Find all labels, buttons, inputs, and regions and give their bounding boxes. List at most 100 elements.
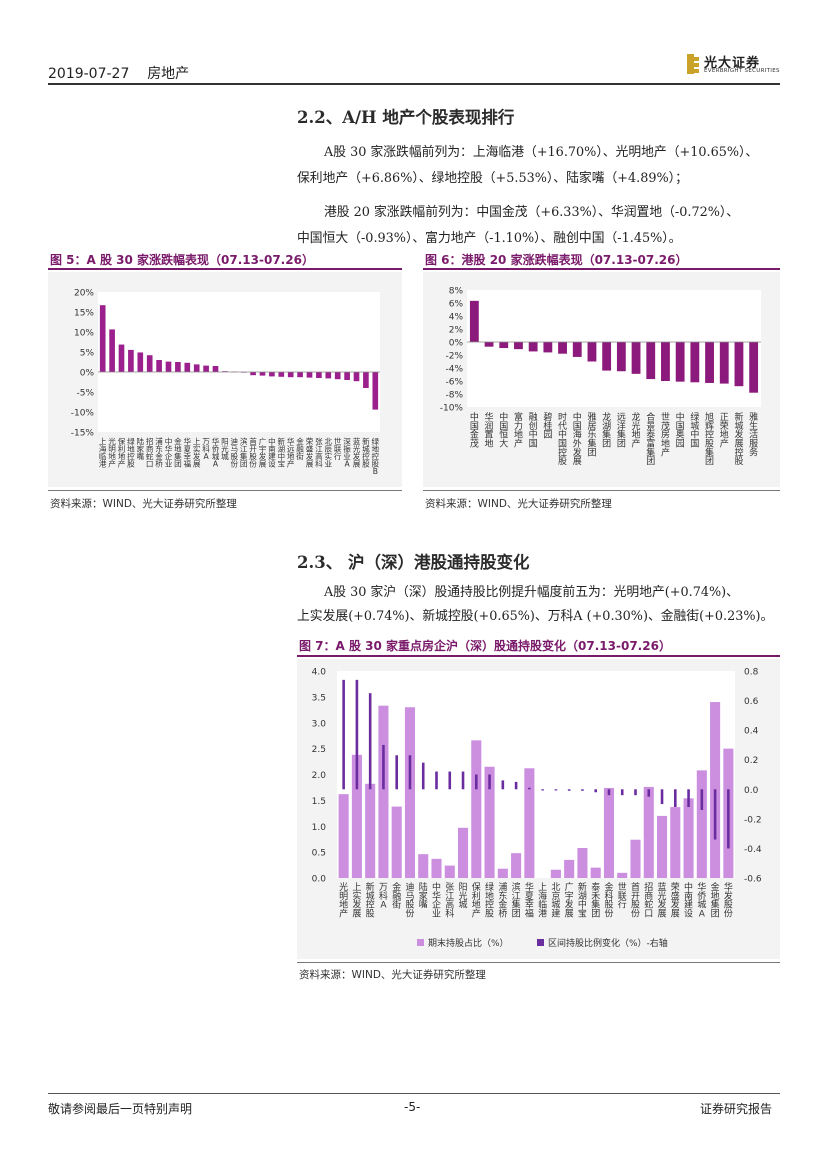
fig7-category-label: 招商蛇口 bbox=[644, 881, 653, 919]
figure-5-bottom-rule bbox=[48, 490, 402, 491]
figure-7-source: 资料来源：WIND、光大证券研究所整理 bbox=[299, 969, 486, 981]
figure-6-title-rule bbox=[423, 268, 780, 270]
section-title-2-2: 2.2、A/H 地产个股表现排行 bbox=[297, 108, 515, 127]
fig5-y-tick-label: 10% bbox=[74, 329, 94, 339]
fig6-bar bbox=[749, 342, 759, 393]
fig6-y-tick-label: 8% bbox=[449, 287, 464, 297]
fig6-y-tick-label: 0% bbox=[449, 339, 464, 349]
fig5-bar bbox=[287, 372, 294, 378]
fig7-category-label: 阳光城 bbox=[459, 882, 468, 911]
fig6-y-tick-label: -2% bbox=[445, 352, 463, 362]
fig7-bar-holding bbox=[656, 815, 668, 878]
fig5-category-label: 上海临港 bbox=[99, 437, 107, 468]
fig6-category-label: 中国金茂 bbox=[470, 411, 479, 449]
fig7-bar-change bbox=[421, 762, 425, 790]
fig7-category-label: 滨江集团 bbox=[512, 881, 521, 919]
fig5-category-label: 深振业 A bbox=[343, 437, 351, 468]
fig5-category-label: 阳光城 bbox=[221, 437, 229, 461]
fig7-category-label: 张江高科 bbox=[445, 882, 454, 919]
fig7-bar-change bbox=[567, 789, 571, 791]
figure-6-chart: 8% 6% 4% 2% 0% -2% -4% -6% -8% -10% 中国金茂华润置地中国恒大富力… bbox=[440, 287, 761, 467]
fig5-y-tick-label: -10% bbox=[71, 409, 95, 419]
fig6-y-tick-label: 6% bbox=[449, 300, 464, 310]
paragraph-a-share-line2: 保利地产（+6.86%）、绿地控股（+5.53%）、陆家嘴（+4.89%）； bbox=[297, 171, 688, 186]
fig6-bar bbox=[705, 342, 714, 383]
fig6-category-label: 富力地产 bbox=[514, 411, 523, 449]
fig5-category-label: 保利地产 bbox=[118, 437, 126, 468]
fig7-category-label: 保利地产 bbox=[472, 881, 481, 919]
fig7-bar-holding bbox=[497, 868, 508, 878]
fig7-legend-label-change: 区间持股比例变化（%）-右轴 bbox=[548, 937, 668, 949]
fig5-bar bbox=[325, 372, 332, 379]
header-date: 2019-07-27 bbox=[48, 66, 130, 82]
fig7-bar-change bbox=[727, 789, 730, 849]
figure-7-chart-area: 4.0 3.5 3.0 2.5 2.0 1.5 1.0 0.5 0.0 0.8 0.6 0.4 0.2 0… bbox=[297, 659, 780, 959]
fig5-category-label: 万科 A bbox=[202, 437, 210, 461]
fig5-category-label: 金融街 bbox=[296, 436, 304, 461]
fig7-category-label: 绿地控股 bbox=[485, 881, 494, 919]
fig7-category-label: 华侨城 A bbox=[697, 881, 706, 919]
fig6-category-label: 华润置地 bbox=[485, 411, 494, 449]
fig5-bar bbox=[165, 361, 172, 372]
fig5-bar bbox=[156, 360, 162, 372]
fig7-bar-holding bbox=[471, 740, 482, 878]
paragraph-h-share-line1: 港股 20 家涨跌幅前列为：中国金茂（+6.33%）、华润置地（-0.72%）、 bbox=[324, 205, 740, 220]
fig5-bar bbox=[250, 372, 256, 376]
fig6-y-tick-label: -4% bbox=[445, 365, 463, 375]
fig5-category-label: 北辰实业 bbox=[325, 437, 333, 468]
fig7-bar-holding bbox=[524, 768, 535, 878]
figure-5-title: 图 5：A 股 30 家涨跌幅表现（07.13-07.26） bbox=[50, 253, 314, 267]
fig7-bar-holding bbox=[630, 839, 641, 878]
fig5-bar bbox=[363, 372, 369, 388]
fig7-y-left-tick-label: 4.0 bbox=[312, 668, 327, 678]
fig5-bar bbox=[334, 372, 341, 380]
fig6-bar bbox=[528, 342, 538, 352]
fig5-bar bbox=[203, 365, 209, 372]
fig5-category-label: 光明地产 bbox=[108, 436, 116, 468]
fig7-bar-change bbox=[554, 789, 558, 791]
fig7-bar-change bbox=[660, 789, 664, 805]
fig5-category-label: 张江高科 bbox=[315, 437, 323, 468]
fig7-y-left-tick-label: 3.0 bbox=[312, 719, 327, 729]
fig7-bar-change bbox=[368, 693, 372, 790]
figure-6-chart-area: 8% 6% 4% 2% 0% -2% -4% -6% -8% -10% 中国金茂 华润置地 中国恒大 富力… bbox=[423, 272, 780, 487]
fig6-bar bbox=[646, 342, 656, 380]
fig5-bar bbox=[146, 355, 153, 372]
fig5-category-label: 浦东金桥 bbox=[155, 436, 163, 468]
fig5-category-label: 华夏幸福 bbox=[184, 436, 192, 468]
fig6-bar bbox=[587, 342, 597, 362]
fig7-bar-change bbox=[541, 789, 544, 791]
fig7-bar-holding bbox=[550, 869, 561, 878]
figure-5-chart-area: 20% 15% 10% 5% 0% -5% -10% -15% 上海临港 光明地产 保利地产 绿地控股… bbox=[48, 272, 402, 487]
fig7-bar-holding bbox=[617, 872, 628, 878]
fig5-y-tick-label: 5% bbox=[80, 349, 95, 359]
fig5-bar bbox=[259, 372, 266, 376]
fig7-bar-holding bbox=[577, 847, 588, 878]
fig7-category-label: 新湖中宝 bbox=[578, 881, 587, 919]
fig6-y-tick-label: -10% bbox=[440, 404, 464, 414]
fig7-category-label: 金地集团 bbox=[711, 881, 720, 919]
fig7-bar-change bbox=[475, 774, 478, 790]
fig6-category-label: 龙光地产 bbox=[632, 411, 641, 449]
fig7-category-label: 世联行 bbox=[618, 881, 627, 911]
fig7-category-label: 蓝光发展 bbox=[658, 881, 667, 919]
fig5-category-label: 中南建设 bbox=[268, 436, 276, 468]
fig7-bar-change bbox=[408, 755, 412, 790]
fig6-category-label: 融创中国 bbox=[529, 412, 538, 449]
fig7-bar-change bbox=[713, 789, 717, 840]
fig7-y-right-tick-label: -0.6 bbox=[744, 875, 762, 885]
fig5-category-label: 滨江集团 bbox=[240, 436, 248, 468]
fig7-category-label: 泰禾集团 bbox=[591, 881, 600, 919]
fig5-category-label: 新湖中宝 bbox=[278, 436, 286, 468]
fig6-bar bbox=[602, 342, 612, 371]
fig7-bar-change bbox=[528, 787, 531, 790]
fig7-bar-change bbox=[620, 789, 624, 796]
paragraph-hk-connect-line2: 上实发展(+0.74%)、新城控股(+0.65%)、万科A (+0.30%)、金… bbox=[297, 609, 774, 624]
fig6-bar bbox=[572, 342, 582, 357]
fig7-legend-swatch-holding bbox=[417, 939, 424, 946]
figure-6-source: 资料来源：WIND、光大证券研究所整理 bbox=[425, 498, 612, 510]
section-title-2-3: 2.3、 沪（深）港股通持股变化 bbox=[297, 553, 530, 572]
fig6-category-label: 时代中国控股 bbox=[558, 411, 567, 467]
fig7-category-label: 华夏幸福 bbox=[525, 881, 534, 919]
paragraph-h-share-line2: 中国恒大（-0.93%）、富力地产（-1.10%）、融创中国（-1.45%）。 bbox=[297, 231, 682, 246]
